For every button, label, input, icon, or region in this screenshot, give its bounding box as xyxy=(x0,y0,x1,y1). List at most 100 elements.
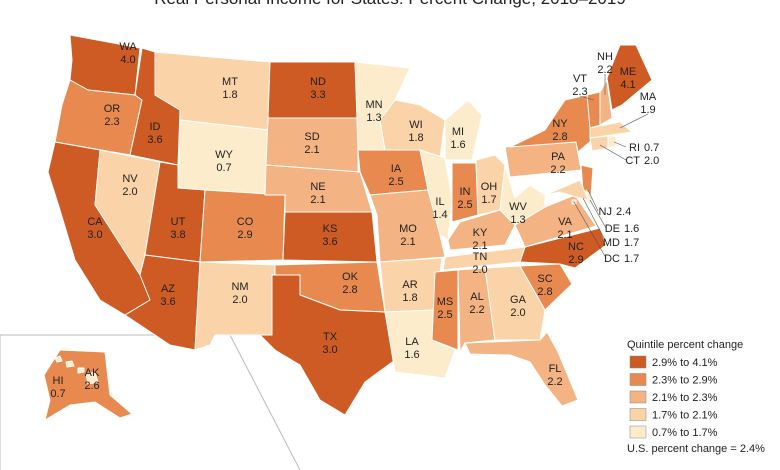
legend-swatch xyxy=(629,408,647,421)
state-value-label: 3.0 xyxy=(87,229,102,241)
state-abbr: WI xyxy=(409,119,422,131)
state-value-label: 1.8 xyxy=(222,89,237,101)
state-value-label: 2.1 xyxy=(400,236,415,248)
state-abbr: ND xyxy=(310,76,326,88)
state xyxy=(43,349,133,421)
state xyxy=(607,135,617,149)
state-abbr: ID xyxy=(150,121,161,133)
leader-line xyxy=(573,201,607,259)
state-abbr: AZ xyxy=(161,283,175,295)
leader-line xyxy=(589,199,607,229)
leader-line xyxy=(613,141,627,148)
state xyxy=(444,99,483,161)
state-value-label: 2.2 xyxy=(547,376,562,388)
state xyxy=(589,135,609,152)
inset-divider xyxy=(0,334,301,470)
state-abbr: NY xyxy=(552,118,568,130)
state-value-label: 2.0 xyxy=(232,294,247,306)
leader-line xyxy=(599,144,627,161)
state-labels: WA4.0OR2.3CA3.0NV2.0ID3.6MT1.8WY0.7UT3.8… xyxy=(50,41,659,400)
state-value-label: 1.6 xyxy=(624,223,639,235)
state-value-label: 0.7 xyxy=(216,162,231,174)
state-abbr: GA xyxy=(510,294,527,306)
state-value-label: 1.3 xyxy=(510,214,525,226)
state xyxy=(457,267,496,353)
legend-label: 2.3% to 2.9% xyxy=(652,375,718,387)
state-abbr: IL xyxy=(435,196,444,208)
state-value-label: 2.2 xyxy=(597,64,612,76)
note: U.S. percent change = 2.4% xyxy=(627,443,765,455)
state-value-label: 1.7 xyxy=(624,237,639,249)
state-value-label: 2.5 xyxy=(437,309,452,321)
state-abbr: NH xyxy=(597,51,613,63)
state-value-label: 2.8 xyxy=(537,286,552,298)
state-abbr: MD xyxy=(603,237,620,249)
state-value-label: 2.3 xyxy=(572,86,587,98)
state-value-label: 2.5 xyxy=(457,199,472,211)
state-value-label: 2.0 xyxy=(122,186,137,198)
state-abbr: VA xyxy=(558,216,573,228)
state-abbr: ME xyxy=(620,66,637,78)
leader-line xyxy=(587,189,599,212)
state-abbr: AR xyxy=(402,279,417,291)
state-abbr: SD xyxy=(304,131,319,143)
state xyxy=(544,179,589,201)
state-value-label: 2.4 xyxy=(616,206,631,218)
state-value-label: 3.6 xyxy=(322,236,337,248)
legend-swatch xyxy=(629,355,647,369)
state-value-label: 2.1 xyxy=(310,194,325,206)
state-value-label: 2.2 xyxy=(469,304,484,316)
state-abbr: IA xyxy=(391,163,402,175)
state-abbr: OR xyxy=(104,103,121,115)
state-abbr: CO xyxy=(237,216,254,228)
state-value-label: 2.1 xyxy=(304,144,319,156)
legend-label: 2.9% to 4.1% xyxy=(652,357,718,369)
state-value-label: 1.6 xyxy=(450,139,465,151)
state-value-label: 4.0 xyxy=(120,54,135,66)
state-abbr: MA xyxy=(640,91,657,103)
state-abbr: IN xyxy=(460,186,471,198)
state-abbr: OH xyxy=(481,181,498,193)
state xyxy=(85,371,99,385)
state-abbr: SC xyxy=(537,273,552,285)
state-abbr: TX xyxy=(323,331,338,343)
state-abbr: AL xyxy=(470,291,483,303)
state-value-label: 1.9 xyxy=(640,104,655,116)
state-abbr: NJ xyxy=(599,206,612,218)
state xyxy=(606,44,653,111)
legend-swatch xyxy=(629,373,647,386)
state-abbr: NC xyxy=(568,241,584,253)
state xyxy=(259,274,396,416)
state-value-label: 1.3 xyxy=(366,112,381,124)
state-abbr: KS xyxy=(323,223,338,235)
state-value-label: 2.2 xyxy=(550,164,565,176)
state-value-label: 3.6 xyxy=(147,134,162,146)
state-value-label: 2.8 xyxy=(342,284,357,296)
state-value-label: 3.0 xyxy=(322,344,337,356)
state-abbr: OK xyxy=(342,271,359,283)
state-value-label: 2.1 xyxy=(557,229,572,241)
state-value-label: 2.6 xyxy=(84,380,99,392)
state xyxy=(589,121,633,139)
state-value-label: 1.8 xyxy=(408,132,423,144)
state-abbr: MS xyxy=(437,296,454,308)
state xyxy=(464,331,579,407)
map-title: Real Personal Income for States: Percent… xyxy=(154,0,626,8)
state-value-label: 2.1 xyxy=(472,240,487,252)
state xyxy=(77,367,85,374)
state xyxy=(519,263,573,311)
state-abbr: CA xyxy=(87,216,103,228)
state xyxy=(504,141,582,178)
state-abbr: FL xyxy=(549,363,562,375)
state-abbr: LA xyxy=(405,336,419,348)
state-abbr: HI xyxy=(53,375,64,387)
state-abbr: MT xyxy=(222,76,238,88)
state-abbr: VT xyxy=(573,73,587,85)
state-value-label: 2.3 xyxy=(104,116,119,128)
state-value-label: 1.8 xyxy=(402,292,417,304)
state-abbr: WY xyxy=(215,149,233,161)
state-abbr: NM xyxy=(231,281,248,293)
state-abbr: DC xyxy=(604,253,620,265)
state xyxy=(431,269,459,351)
